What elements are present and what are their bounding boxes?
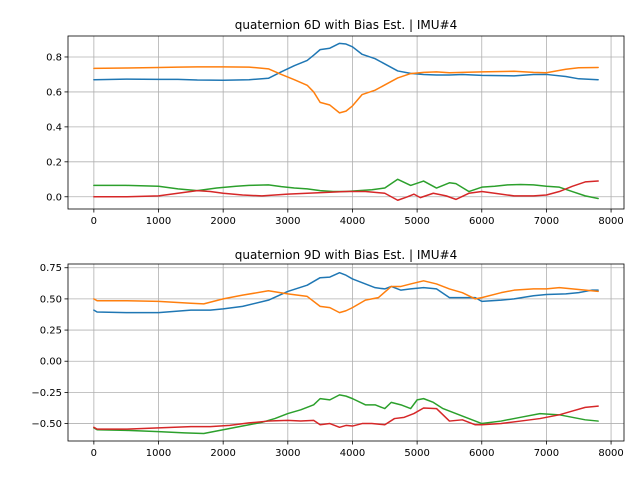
- x-tick-label: 5000: [404, 216, 429, 227]
- series-line-3: [93, 394, 599, 435]
- x-tick-label: 3000: [275, 448, 300, 459]
- y-tick-label: 0.00: [40, 357, 62, 368]
- x-tick-label: 8000: [598, 448, 623, 459]
- x-tick-label: 0: [91, 448, 97, 459]
- x-tick-label: 7000: [534, 448, 559, 459]
- y-tick-label: −0.50: [31, 419, 62, 430]
- x-tick-label: 0: [91, 216, 97, 227]
- x-tick-label: 8000: [598, 216, 623, 227]
- y-tick-label: 0.4: [46, 122, 62, 133]
- y-tick-label: 0.0: [46, 192, 62, 203]
- series-line-4: [93, 405, 599, 430]
- x-tick-label: 4000: [340, 216, 365, 227]
- subplot-2: 0 1000 2000 3000 4000 5000 6000 7000 8000 −0.50 −0…: [31, 248, 625, 459]
- x-tick-label: 1000: [146, 216, 171, 227]
- x-tick-label: 6000: [469, 216, 494, 227]
- plot-frame: [67, 35, 625, 210]
- chart-title: quaternion 9D with Bias Est. | IMU#4: [235, 248, 457, 262]
- series-line-1: [93, 42, 599, 81]
- x-tick-label: 1000: [146, 448, 171, 459]
- y-tick-label: 0.75: [40, 263, 62, 274]
- series-line-3: [93, 178, 599, 200]
- x-tick-label: 2000: [210, 216, 235, 227]
- x-tick-label: 6000: [469, 448, 494, 459]
- plot-frame: [67, 263, 625, 442]
- series-line-2: [93, 66, 599, 114]
- x-tick-label: 2000: [210, 448, 235, 459]
- series-line-2: [93, 280, 599, 314]
- y-tick-label: 0.50: [40, 294, 62, 305]
- y-tick-label: 0.25: [40, 326, 62, 337]
- subplot-1: 0 1000 2000 3000 4000 5000 6000 7000 8000 0.0 0.2 0…: [46, 18, 625, 227]
- series-line-1: [93, 271, 599, 314]
- x-tick-label: 5000: [404, 448, 429, 459]
- y-tick-label: 0.8: [46, 52, 62, 63]
- chart-title: quaternion 6D with Bias Est. | IMU#4: [235, 18, 457, 32]
- y-tick-label: 0.6: [46, 87, 62, 98]
- series-line-4: [93, 180, 599, 202]
- x-tick-label: 7000: [534, 216, 559, 227]
- y-tick-label: −0.25: [31, 388, 62, 399]
- y-tick-label: 0.2: [46, 157, 62, 168]
- x-tick-label: 3000: [275, 216, 300, 227]
- x-tick-label: 4000: [340, 448, 365, 459]
